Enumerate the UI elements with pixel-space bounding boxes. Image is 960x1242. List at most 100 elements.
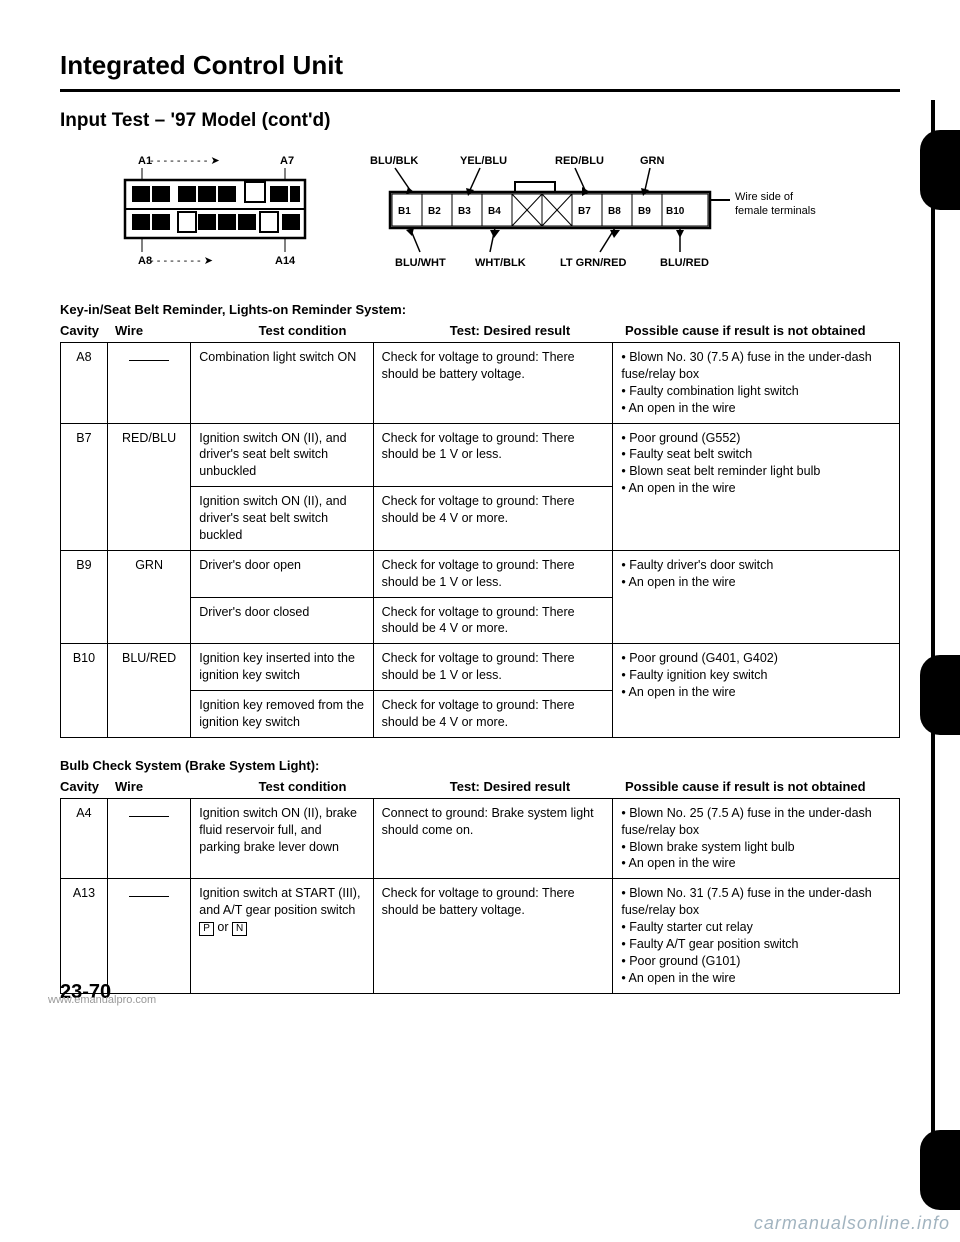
svg-text:B4: B4 bbox=[488, 206, 501, 217]
result-cell: Check for voltage to ground: There shoul… bbox=[373, 879, 613, 993]
cause-item: An open in the wire bbox=[621, 574, 891, 591]
cause-item: Blown brake system light bulb bbox=[621, 839, 891, 856]
header-cavity: Cavity bbox=[60, 323, 115, 338]
page-title: Integrated Control Unit bbox=[60, 50, 900, 81]
condition-cell: Ignition key inserted into the ignition … bbox=[191, 644, 373, 691]
connector-diagrams: A1 - - - - - - - - - ➤ A7 bbox=[110, 152, 900, 282]
condition-cell: Combination light switch ON bbox=[191, 343, 373, 424]
result-cell: Check for voltage to ground: There shoul… bbox=[373, 487, 613, 551]
cause-item: Faulty starter cut relay bbox=[621, 919, 891, 936]
svg-text:Wire side of: Wire side of bbox=[735, 191, 794, 203]
svg-text:BLU/WHT: BLU/WHT bbox=[395, 257, 446, 269]
cause-item: An open in the wire bbox=[621, 855, 891, 872]
cause-cell: Poor ground (G401, G402)Faulty ignition … bbox=[613, 644, 900, 738]
result-cell: Connect to ground: Brake system light sh… bbox=[373, 798, 613, 879]
table-row: B9GRNDriver's door openCheck for voltage… bbox=[61, 550, 900, 597]
svg-text:B8: B8 bbox=[608, 206, 621, 217]
test-table-1: A8Combination light switch ONCheck for v… bbox=[60, 342, 900, 738]
header-cause: Possible cause if result is not obtained bbox=[625, 779, 900, 794]
svg-text:BLU/BLK: BLU/BLK bbox=[370, 155, 418, 167]
header-wire: Wire bbox=[115, 323, 210, 338]
result-cell: Check for voltage to ground: There shoul… bbox=[373, 691, 613, 738]
cavity-cell: A4 bbox=[61, 798, 108, 879]
cause-item: An open in the wire bbox=[621, 400, 891, 417]
table2-header-row: Cavity Wire Test condition Test: Desired… bbox=[60, 779, 900, 794]
svg-text:BLU/RED: BLU/RED bbox=[660, 257, 709, 269]
table-row: B10BLU/REDIgnition key inserted into the… bbox=[61, 644, 900, 691]
cause-cell: Faulty driver's door switchAn open in th… bbox=[613, 550, 900, 644]
result-cell: Check for voltage to ground: There shoul… bbox=[373, 423, 613, 487]
cavity-cell: A13 bbox=[61, 879, 108, 993]
cause-item: Faulty A/T gear position switch bbox=[621, 936, 891, 953]
header-cavity: Cavity bbox=[60, 779, 115, 794]
system1-heading: Key-in/Seat Belt Reminder, Lights-on Rem… bbox=[60, 302, 900, 317]
table-row: A8 Combination light switch ONCheck for v… bbox=[61, 343, 900, 424]
title-rule bbox=[60, 89, 900, 92]
header-condition: Test condition bbox=[210, 323, 395, 338]
cause-item: An open in the wire bbox=[621, 970, 891, 987]
table1-header-row: Cavity Wire Test condition Test: Desired… bbox=[60, 323, 900, 338]
wire-cell: RED/BLU bbox=[107, 423, 190, 550]
condition-cell: Ignition switch ON (II), and driver's se… bbox=[191, 423, 373, 487]
wire-cell bbox=[107, 343, 190, 424]
table-row: A13Ignition switch at START (III), and A… bbox=[61, 879, 900, 993]
result-cell: Check for voltage to ground: There shoul… bbox=[373, 550, 613, 597]
system2-heading: Bulb Check System (Brake System Light): bbox=[60, 758, 900, 773]
header-cause: Possible cause if result is not obtained bbox=[625, 323, 900, 338]
condition-cell: Ignition switch ON (II), brake fluid res… bbox=[191, 798, 373, 879]
header-wire: Wire bbox=[115, 779, 210, 794]
cause-cell: Blown No. 25 (7.5 A) fuse in the under-d… bbox=[613, 798, 900, 879]
condition-cell: Ignition key removed from the ignition k… bbox=[191, 691, 373, 738]
cause-item: Poor ground (G401, G402) bbox=[621, 650, 891, 667]
svg-text:B3: B3 bbox=[458, 206, 471, 217]
svg-text:B10: B10 bbox=[666, 206, 685, 217]
cavity-cell: A8 bbox=[61, 343, 108, 424]
header-result: Test: Desired result bbox=[395, 779, 625, 794]
condition-cell: Driver's door closed bbox=[191, 597, 373, 644]
svg-text:YEL/BLU: YEL/BLU bbox=[460, 155, 507, 167]
table-row: A4 Ignition switch ON (II), brake fluid r… bbox=[61, 798, 900, 879]
svg-text:B9: B9 bbox=[638, 206, 651, 217]
result-cell: Check for voltage to ground: There shoul… bbox=[373, 343, 613, 424]
cavity-cell: B9 bbox=[61, 550, 108, 644]
header-result: Test: Desired result bbox=[395, 323, 625, 338]
svg-text:LT GRN/RED: LT GRN/RED bbox=[560, 257, 626, 269]
header-condition: Test condition bbox=[210, 779, 395, 794]
cause-cell: Poor ground (G552)Faulty seat belt switc… bbox=[613, 423, 900, 550]
cause-item: Faulty seat belt switch bbox=[621, 446, 891, 463]
cavity-cell: B7 bbox=[61, 423, 108, 550]
cause-item: An open in the wire bbox=[621, 480, 891, 497]
source-watermark: www.emanualpro.com bbox=[48, 994, 156, 1006]
pin-a7-label: A7 bbox=[280, 155, 294, 167]
cause-item: An open in the wire bbox=[621, 684, 891, 701]
cause-item: Blown No. 31 (7.5 A) fuse in the under-d… bbox=[621, 885, 891, 919]
svg-text:RED/BLU: RED/BLU bbox=[555, 155, 604, 167]
svg-text:- - - - - - - - - ➤: - - - - - - - - - ➤ bbox=[150, 155, 220, 167]
svg-text:- - - - - - - - ➤: - - - - - - - - ➤ bbox=[150, 255, 213, 267]
result-cell: Check for voltage to ground: There shoul… bbox=[373, 597, 613, 644]
pin-a14-label: A14 bbox=[275, 255, 296, 267]
svg-text:female terminals: female terminals bbox=[735, 205, 816, 217]
cause-item: Blown seat belt reminder light bulb bbox=[621, 463, 891, 480]
cause-item: Poor ground (G552) bbox=[621, 430, 891, 447]
cause-cell: Blown No. 31 (7.5 A) fuse in the under-d… bbox=[613, 879, 900, 993]
connector-b-diagram: BLU/BLK YEL/BLU RED/BLU GRN B1 B2 B3 B4 bbox=[360, 152, 840, 282]
cause-item: Faulty driver's door switch bbox=[621, 557, 891, 574]
page-subtitle: Input Test – '97 Model (cont'd) bbox=[60, 110, 900, 132]
cause-item: Faulty combination light switch bbox=[621, 383, 891, 400]
wire-cell bbox=[107, 798, 190, 879]
test-table-2: A4 Ignition switch ON (II), brake fluid r… bbox=[60, 798, 900, 994]
condition-cell: Driver's door open bbox=[191, 550, 373, 597]
cause-cell: Blown No. 30 (7.5 A) fuse in the under-d… bbox=[613, 343, 900, 424]
wire-cell: BLU/RED bbox=[107, 644, 190, 738]
svg-text:B2: B2 bbox=[428, 206, 441, 217]
cause-item: Poor ground (G101) bbox=[621, 953, 891, 970]
svg-text:GRN: GRN bbox=[640, 155, 665, 167]
wire-cell: GRN bbox=[107, 550, 190, 644]
site-watermark: carmanualsonline.info bbox=[754, 1213, 950, 1234]
svg-text:B7: B7 bbox=[578, 206, 591, 217]
wire-cell bbox=[107, 879, 190, 993]
connector-a-diagram: A1 - - - - - - - - - ➤ A7 bbox=[110, 152, 330, 272]
table-row: B7RED/BLUIgnition switch ON (II), and dr… bbox=[61, 423, 900, 487]
svg-text:WHT/BLK: WHT/BLK bbox=[475, 257, 526, 269]
